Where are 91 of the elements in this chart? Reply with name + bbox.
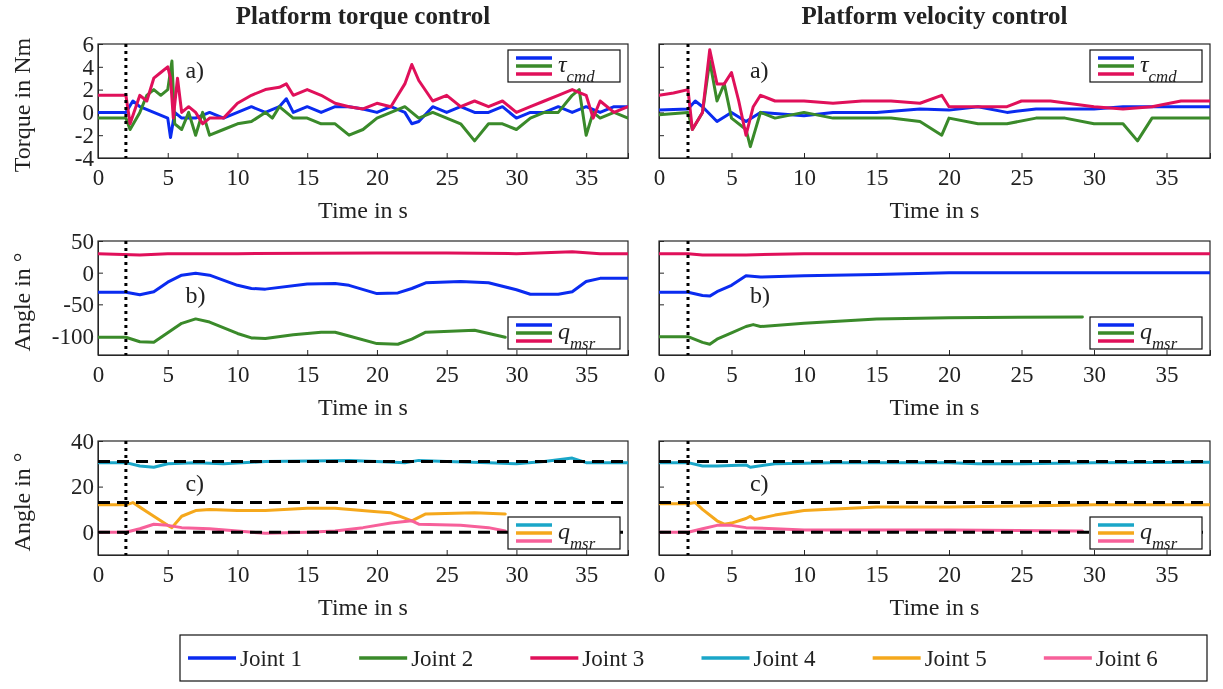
y-axis-title: Torque in Nm — [9, 37, 35, 173]
x-tick-label: 15 — [296, 165, 320, 191]
legend-label: Joint 6 — [1095, 646, 1158, 671]
legend-title: q$_{msr}$ — [558, 518, 596, 553]
x-axis-title: Time in s — [318, 197, 408, 223]
legend-label: Joint 3 — [582, 646, 645, 671]
x-tick-label: 25 — [435, 362, 459, 388]
x-tick-label: 25 — [435, 562, 459, 588]
x-tick-label: 35 — [1155, 362, 1179, 388]
chart-title: Platform velocity control — [801, 2, 1068, 29]
y-tick-label: 0 — [82, 100, 94, 126]
x-tick-label: 20 — [938, 165, 961, 191]
annotation: a) — [749, 57, 769, 83]
legend-title: q$_{msr}$ — [1140, 318, 1178, 353]
x-tick-label: 15 — [296, 562, 320, 588]
x-tick-label: 30 — [1083, 562, 1106, 588]
y-tick-label: 0 — [82, 260, 94, 286]
legend-box: q$_{msr}$ — [507, 516, 621, 553]
legend-label: Joint 2 — [411, 646, 474, 671]
x-tick-label: 30 — [1083, 362, 1106, 388]
x-axis-title: Time in s — [318, 394, 408, 420]
x-tick-label: 20 — [365, 362, 389, 388]
x-tick-label: 20 — [365, 562, 389, 588]
x-tick-label: 15 — [865, 362, 889, 388]
x-tick-label: 0 — [653, 165, 666, 191]
x-tick-label: 25 — [1010, 362, 1034, 388]
x-tick-label: 35 — [575, 362, 599, 388]
x-tick-label: 10 — [793, 562, 816, 588]
x-tick-label: 25 — [1010, 165, 1034, 191]
annotation: c) — [185, 470, 205, 496]
x-tick-label: 5 — [162, 562, 174, 588]
chart-title: Platform torque control — [235, 2, 491, 29]
y-tick-label: -100 — [51, 323, 94, 349]
y-axis-title: Angle in ° — [9, 452, 35, 552]
x-tick-label: 20 — [365, 165, 389, 191]
legend-title: q$_{msr}$ — [1140, 518, 1178, 553]
y-tick-label: 50 — [71, 228, 94, 254]
x-tick-label: 15 — [865, 165, 889, 191]
x-tick-label: 10 — [226, 165, 250, 191]
annotation: c) — [749, 470, 769, 496]
legend-box: q$_{msr}$ — [507, 316, 621, 353]
legend-box: τ$_{cmd}$ — [1089, 49, 1203, 86]
x-tick-label: 0 — [653, 562, 666, 588]
x-tick-label: 25 — [435, 165, 459, 191]
legend-label: Joint 4 — [753, 646, 816, 671]
x-tick-label: 10 — [793, 362, 816, 388]
y-axis-title: Angle in ° — [9, 252, 35, 352]
legend-box: q$_{msr}$ — [1089, 316, 1203, 353]
x-tick-label: 10 — [226, 562, 250, 588]
x-tick-label: 5 — [162, 362, 174, 388]
x-tick-label: 5 — [726, 362, 738, 388]
x-axis-title: Time in s — [318, 594, 408, 620]
x-tick-label: 10 — [793, 165, 816, 191]
y-tick-label: 4 — [82, 54, 95, 80]
x-tick-label: 25 — [1010, 562, 1034, 588]
y-tick-label: 20 — [71, 474, 94, 500]
y-tick-label: 6 — [82, 31, 94, 57]
x-axis-title: Time in s — [889, 594, 980, 620]
x-tick-label: 20 — [938, 362, 961, 388]
legend-title: q$_{msr}$ — [558, 318, 596, 353]
x-tick-label: 5 — [162, 165, 174, 191]
legend-box: τ$_{cmd}$ — [507, 49, 621, 86]
x-tick-label: 35 — [1155, 165, 1179, 191]
x-tick-label: 15 — [296, 362, 320, 388]
x-tick-label: 35 — [1155, 562, 1179, 588]
x-axis-title: Time in s — [889, 394, 980, 420]
legend-box: q$_{msr}$ — [1089, 516, 1203, 553]
x-tick-label: 5 — [726, 165, 738, 191]
legend-title: τ$_{cmd}$ — [1140, 51, 1178, 86]
annotation: b) — [185, 282, 206, 308]
x-tick-label: 15 — [865, 562, 889, 588]
legend-title: τ$_{cmd}$ — [558, 51, 596, 86]
x-tick-label: 30 — [505, 165, 529, 191]
x-tick-label: 20 — [938, 562, 961, 588]
x-tick-label: 30 — [505, 562, 529, 588]
x-tick-label: 5 — [726, 562, 738, 588]
x-tick-label: 30 — [505, 362, 529, 388]
y-tick-label: 2 — [82, 77, 94, 103]
x-tick-label: 30 — [1083, 165, 1106, 191]
legend-label: Joint 5 — [924, 646, 987, 671]
annotation: b) — [749, 282, 770, 308]
y-tick-label: 0 — [82, 520, 94, 546]
x-axis-title: Time in s — [889, 197, 980, 223]
y-tick-label: -50 — [63, 292, 94, 318]
x-tick-label: 35 — [575, 562, 599, 588]
annotation: a) — [185, 57, 205, 83]
y-tick-label: 40 — [71, 428, 94, 454]
x-tick-label: 10 — [226, 362, 250, 388]
x-tick-label: 35 — [575, 165, 599, 191]
x-tick-label: 0 — [653, 362, 666, 388]
legend-label: Joint 1 — [240, 646, 302, 671]
